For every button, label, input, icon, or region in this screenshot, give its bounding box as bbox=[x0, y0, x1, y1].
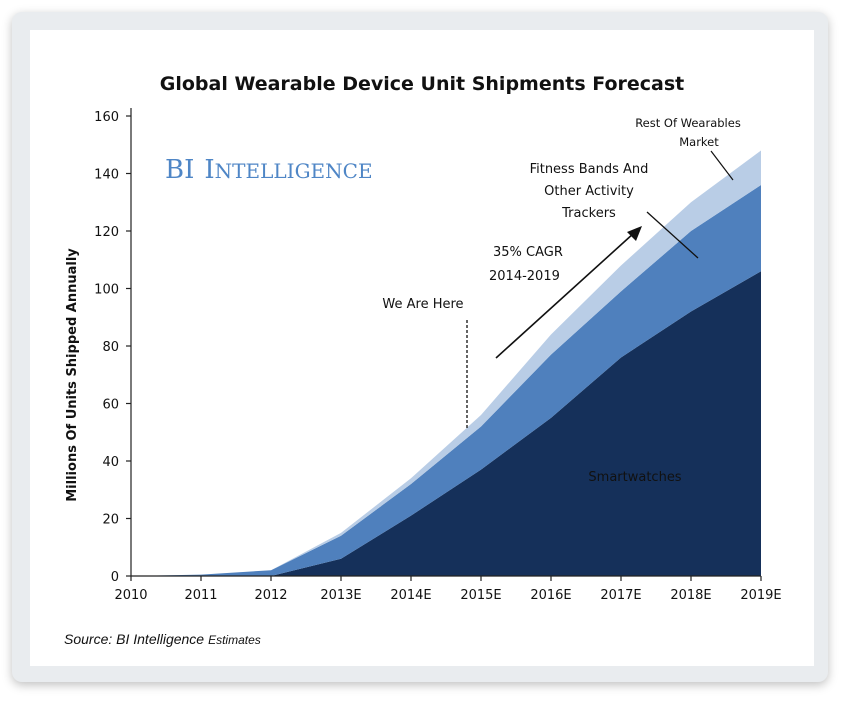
smartwatches-label: Smartwatches bbox=[588, 470, 681, 485]
brand-logo: BI INTELLIGENCE bbox=[165, 155, 373, 185]
x-tick-label: 2017E bbox=[600, 588, 641, 603]
x-tick-label: 2014E bbox=[390, 588, 431, 603]
y-axis-label: Millions Of Units Shipped Annually bbox=[65, 248, 80, 502]
y-tick-label: 60 bbox=[102, 398, 119, 413]
x-tick-label: 2016E bbox=[530, 588, 571, 603]
y-tick-label: 100 bbox=[94, 283, 119, 298]
rest-leader-line bbox=[710, 150, 734, 181]
x-tick-label: 2019E bbox=[740, 588, 781, 603]
y-tick-label: 160 bbox=[94, 110, 119, 125]
fitness-label-1: Fitness Bands And bbox=[530, 162, 649, 177]
chart-svg: Global Wearable Device Unit Shipments Fo… bbox=[64, 73, 782, 647]
fitness-label-2: Other Activity bbox=[544, 184, 634, 199]
x-tick-label: 2010 bbox=[114, 588, 147, 603]
fitness-label-3: Trackers bbox=[561, 206, 616, 221]
brand-rest: NTELLIGENCE bbox=[215, 159, 373, 183]
area-smartwatches bbox=[131, 271, 761, 576]
axes bbox=[130, 108, 761, 577]
x-ticks: 2010 2011 2012 2013E 2014E 2015E 2016E 2017E 201… bbox=[114, 576, 782, 603]
chart-title: Global Wearable Device Unit Shipments Fo… bbox=[160, 73, 685, 95]
source-note: Source: BI Intelligence Estimates bbox=[64, 631, 261, 647]
chart-card: Global Wearable Device Unit Shipments Fo… bbox=[30, 30, 814, 666]
rest-label-1: Rest Of Wearables bbox=[635, 116, 741, 130]
rest-label-2: Market bbox=[679, 135, 719, 149]
source-main: Source: BI Intelligence bbox=[64, 631, 204, 647]
brand-first-letter: I bbox=[204, 155, 214, 185]
cagr-label-1: 35% CAGR bbox=[493, 245, 563, 260]
y-tick-label: 0 bbox=[111, 570, 119, 585]
cagr-label-2: 2014-2019 bbox=[489, 269, 560, 284]
x-tick-label: 2011 bbox=[184, 588, 217, 603]
y-tick-label: 140 bbox=[94, 168, 119, 183]
fitness-leader-line bbox=[646, 211, 699, 259]
brand-initials: BI bbox=[165, 155, 194, 185]
cagr-arrow-head bbox=[627, 226, 642, 241]
stacked-areas bbox=[131, 150, 761, 576]
y-tick-label: 80 bbox=[102, 340, 119, 355]
cagr-arrow-line bbox=[495, 232, 635, 359]
y-tick-label: 40 bbox=[102, 455, 119, 470]
y-ticks: 0 20 40 60 80 100 120 140 160 bbox=[94, 110, 131, 585]
y-tick-label: 120 bbox=[94, 225, 119, 240]
x-tick-label: 2012 bbox=[254, 588, 287, 603]
source-suffix: Estimates bbox=[208, 633, 261, 647]
we-are-here-label: We Are Here bbox=[382, 297, 463, 312]
y-tick-label: 20 bbox=[102, 513, 119, 528]
x-tick-label: 2013E bbox=[320, 588, 361, 603]
x-tick-label: 2015E bbox=[460, 588, 501, 603]
x-tick-label: 2018E bbox=[670, 588, 711, 603]
